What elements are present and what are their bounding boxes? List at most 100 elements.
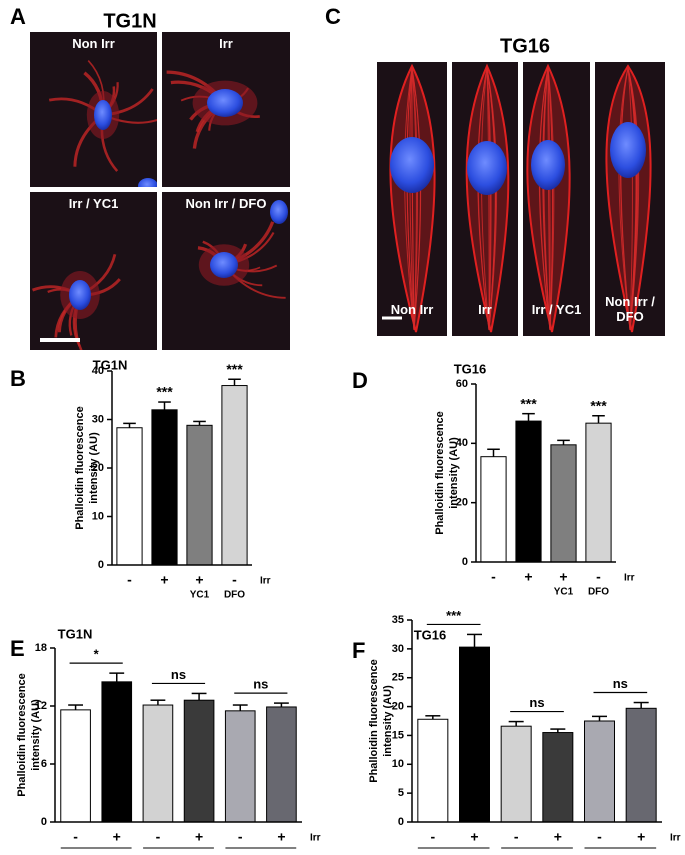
nucleus [138,178,157,187]
y-axis-label: Phalloidin fluorescence [434,411,446,534]
micrograph [377,62,447,336]
group-label: siCt [86,854,107,855]
irr-sign: + [470,829,478,845]
bar [584,720,615,823]
bracket-label: *** [446,608,462,623]
cell-body [465,63,510,333]
y-tick-label: 60 [456,378,468,390]
micrograph [30,32,157,187]
y-tick-label: 15 [392,729,404,741]
bracket-label: ns [171,667,186,682]
y-tick-label: 40 [92,365,104,377]
nucleus [390,137,434,193]
y-tick-label: 20 [92,462,104,474]
y-tick-label: 10 [392,758,404,770]
irr-sign: - [127,572,132,588]
micrograph [595,62,665,336]
error-bar [123,422,136,428]
bar [542,732,574,823]
nucleus [610,122,646,178]
chart-title: TG16 [454,361,487,376]
image-label: Irr [219,36,233,51]
irr-sign: + [554,829,562,845]
y-tick-label: 0 [98,559,104,571]
error-bar [232,704,248,711]
error-bar [228,378,241,386]
significance: *** [590,397,607,413]
bar [585,422,612,563]
panel-letter: E [10,636,25,661]
error-bar [109,672,125,682]
bracket-label: ns [253,677,268,692]
chart-title: TG16 [414,627,447,642]
nucleus [94,100,112,130]
bracket-label: ns [529,695,544,710]
actin-fiber [618,67,631,331]
y-tick-label: 30 [392,643,404,655]
irr-sign: + [559,569,567,585]
bracket-label: * [94,647,100,662]
panel-letter: A [10,4,26,29]
row-label: Irr [624,573,635,584]
y-axis-label: intensity (AU) [30,699,42,771]
bar [60,709,91,823]
significance: *** [156,384,173,400]
y-tick-label: 40 [456,437,468,449]
irr-sign: - [232,572,237,588]
irr-sign: - [597,829,602,845]
treatment-label: YC1 [190,590,210,601]
y-axis-label: Phalloidin fluorescence [16,673,28,796]
image-label: Irr [478,302,492,317]
y-axis-label: intensity (AU) [88,432,100,504]
y-tick-label: 12 [35,700,47,712]
micrograph [162,192,290,350]
error-bar [633,701,649,709]
y-tick-label: 0 [462,556,468,568]
y-tick-label: 18 [35,642,47,654]
bar [500,725,532,823]
significance: *** [520,395,537,411]
nucleus [270,200,288,224]
bar [625,707,657,823]
y-tick-label: 20 [392,700,404,712]
group-label: siJMY [604,854,636,855]
bar [266,706,297,823]
panel-letter: D [352,368,368,393]
micrograph [162,32,290,187]
image-label: Irr / YC1 [531,302,582,317]
irr-sign: + [637,829,645,845]
y-tick-label: 10 [92,510,104,522]
irr-sign: + [160,572,168,588]
bar [142,704,174,823]
bar [459,646,490,823]
significance: *** [226,361,243,377]
y-axis-label: intensity (AU) [448,437,460,509]
error-bar [550,728,566,733]
image-label: Irr / YC1 [68,196,119,211]
row-label: Irr [260,576,271,587]
nucleus [531,140,565,190]
y-tick-label: 30 [92,413,104,425]
error-bar [425,715,441,720]
panel-letter: C [325,4,341,29]
irr-sign: - [596,569,601,585]
micrograph [523,62,590,336]
y-axis-label: intensity (AU) [382,685,394,757]
chart-title: TG1N [58,626,93,641]
image-label: Non Irr / DFO [185,196,267,211]
image-label: Non Irr [72,36,115,51]
group-label: siCt [443,854,464,855]
y-axis-label: Phalloidin fluorescence [74,406,86,529]
bar [221,385,248,566]
group-label: siHIF1α [159,854,199,855]
bar [186,424,213,566]
bar [515,420,542,563]
y-tick-label: 6 [41,758,47,770]
bar [480,456,507,563]
error-bar [158,401,171,410]
error-bar [487,448,500,457]
micrograph [30,192,157,350]
bar [224,710,256,823]
